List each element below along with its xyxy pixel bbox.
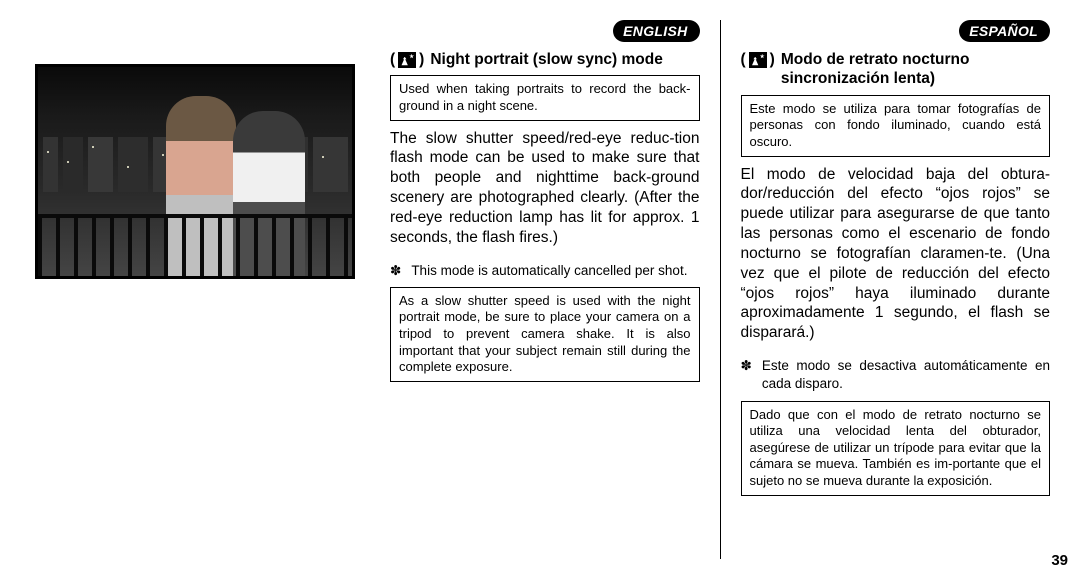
tip-box-en: As a slow shutter speed is used with the… bbox=[390, 287, 700, 382]
note-es: ✽ Este modo se desactiva automáticamente… bbox=[741, 357, 1051, 393]
note-marker: ✽ bbox=[390, 262, 401, 280]
paren-close: ) bbox=[770, 50, 775, 69]
paren-close: ) bbox=[419, 50, 424, 69]
night-portrait-mode-icon bbox=[398, 52, 416, 68]
intro-box-en: Used when taking portraits to record the… bbox=[390, 75, 700, 120]
note-text-es: Este modo se desactiva automáticamente e… bbox=[762, 357, 1050, 393]
note-text-en: This mode is automatically cancelled per… bbox=[411, 262, 687, 280]
photo-column bbox=[35, 20, 370, 559]
language-badge-spanish: ESPAÑOL bbox=[959, 20, 1050, 42]
heading-text-en: Night portrait (slow sync) mode bbox=[430, 50, 699, 69]
section-heading-es: ( ) Modo de retrato nocturno sincronizac… bbox=[741, 50, 1051, 89]
manual-page: ENGLISH ( ) Night portrait (slow sync) m… bbox=[0, 0, 1080, 579]
paren-open: ( bbox=[390, 50, 395, 69]
body-text-en: The slow shutter speed/red-eye reduc-tio… bbox=[390, 129, 700, 248]
language-badge-english: ENGLISH bbox=[613, 20, 699, 42]
body-text-es: El modo de velocidad baja del obtura-dor… bbox=[741, 165, 1051, 343]
tip-box-es: Dado que con el modo de retrato nocturno… bbox=[741, 401, 1051, 496]
sample-photo-night-portrait bbox=[35, 64, 355, 279]
note-en: ✽ This mode is automatically cancelled p… bbox=[390, 262, 700, 280]
heading-text-es: Modo de retrato nocturno sincronización … bbox=[781, 50, 1050, 89]
page-number: 39 bbox=[1051, 552, 1068, 569]
paren-open: ( bbox=[741, 50, 746, 69]
intro-box-es: Este modo se utiliza para tomar fotograf… bbox=[741, 95, 1051, 157]
spanish-column: ESPAÑOL ( ) Modo de retrato nocturno sin… bbox=[721, 20, 1053, 559]
section-heading-en: ( ) Night portrait (slow sync) mode bbox=[390, 50, 700, 69]
note-marker: ✽ bbox=[741, 357, 752, 393]
english-column: ENGLISH ( ) Night portrait (slow sync) m… bbox=[370, 20, 721, 559]
night-portrait-mode-icon bbox=[749, 52, 767, 68]
